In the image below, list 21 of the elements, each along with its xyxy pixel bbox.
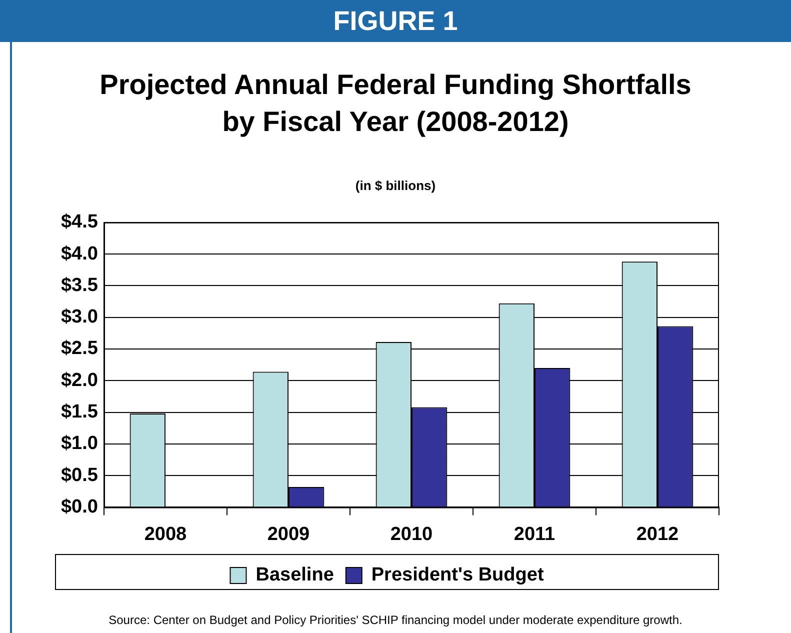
x-tick-label: 2008: [144, 524, 187, 545]
y-tick-label: $4.0: [60, 243, 98, 264]
y-tick-label: $1.0: [60, 433, 98, 454]
chart-title: Projected Annual Federal Funding Shortfalls by Fiscal Year (2008-2012): [98, 68, 692, 139]
y-tick-label: $1.5: [60, 402, 98, 422]
y-tick-label: $0.0: [60, 496, 98, 518]
y-tick-label: $3.5: [60, 274, 98, 296]
legend-label: Baseline: [256, 564, 334, 586]
x-tick-label: 2009: [267, 524, 310, 545]
x-tick-label: 2010: [390, 524, 433, 545]
source-note: Source: Center on Budget and Policy Priorities' SCHIP financing model under moderate expenditure growth.: [108, 613, 684, 627]
y-tick-label: $0.5: [60, 464, 98, 486]
x-tick-label: 2012: [636, 524, 679, 545]
legend-label: President's Budget: [371, 564, 544, 586]
caption: FIGURE 1: [0, 0, 791, 42]
chart-subtitle: (in $ billions): [354, 178, 437, 193]
y-tick-label: $2.5: [60, 338, 98, 360]
y-tick-label: $3.0: [60, 306, 98, 328]
y-tick-label: $2.0: [60, 370, 98, 391]
x-tick-label: 2011: [514, 524, 556, 545]
y-tick-label: $4.5: [60, 212, 98, 233]
